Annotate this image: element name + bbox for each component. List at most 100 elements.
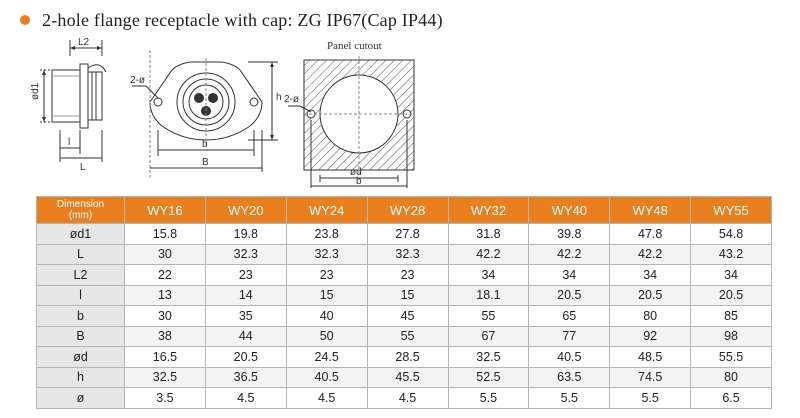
table-cell: 98 bbox=[690, 325, 772, 347]
table-cell: 5.5 bbox=[609, 387, 692, 409]
table-cell: 15 bbox=[366, 284, 449, 306]
table-cell: 48.5 bbox=[609, 346, 692, 368]
table-cell: 80 bbox=[609, 305, 692, 327]
table-cell: 4.5 bbox=[285, 387, 368, 409]
panel-cutout bbox=[288, 56, 415, 188]
label-cutout-holes: 2-ø bbox=[284, 94, 299, 105]
table-cell: 47.8 bbox=[609, 223, 692, 245]
header-model: WY40 bbox=[528, 196, 611, 224]
label-d1: ød1 bbox=[30, 82, 41, 100]
table-cell: 42.2 bbox=[528, 243, 611, 265]
table-cell: 55 bbox=[366, 325, 449, 347]
table-cell: 22 bbox=[124, 264, 206, 286]
table-cell: 4.5 bbox=[366, 387, 449, 409]
table-cell: 40.5 bbox=[528, 346, 611, 368]
header-model: WY16 bbox=[124, 196, 206, 224]
table-cell: 55.5 bbox=[690, 346, 772, 368]
label-l: L bbox=[80, 162, 86, 173]
header-row: Dimension (mm) WY16 WY20 WY24 WY28 WY32 … bbox=[36, 196, 772, 224]
header-model: WY55 bbox=[690, 196, 772, 224]
table-cell: 15.8 bbox=[124, 223, 206, 245]
table-cell: 23 bbox=[285, 264, 368, 286]
table-cell: 23 bbox=[366, 264, 449, 286]
table-cell: 55 bbox=[447, 305, 530, 327]
table-cell: 30 bbox=[124, 243, 206, 265]
table-cell: 4.5 bbox=[204, 387, 287, 409]
table-cell: 20.5 bbox=[528, 284, 611, 306]
table-cell: 65 bbox=[528, 305, 611, 327]
table-cell: 31.8 bbox=[447, 223, 530, 245]
table-cell: 52.5 bbox=[447, 366, 530, 388]
table-cell: 32.3 bbox=[204, 243, 287, 265]
table-cell: 44 bbox=[204, 325, 287, 347]
label-cutout-d: ød bbox=[350, 167, 362, 178]
table-cell: 27.8 bbox=[366, 223, 449, 245]
row-label: L2 bbox=[36, 264, 125, 286]
table-row: ød1 15.8 19.8 23.8 27.8 31.8 39.8 47.8 54.8 bbox=[36, 223, 772, 245]
header-model: WY32 bbox=[447, 196, 530, 224]
front-view bbox=[132, 50, 278, 180]
table-cell: 15 bbox=[285, 284, 368, 306]
label-front-holes: 2-ø bbox=[130, 75, 145, 86]
table-cell: 39.8 bbox=[528, 223, 611, 245]
table-cell: 32.5 bbox=[447, 346, 530, 368]
table-cell: 85 bbox=[690, 305, 772, 327]
table-cell: 20.5 bbox=[609, 284, 692, 306]
table-cell: 6.5 bbox=[690, 387, 772, 409]
table-cell: 32.3 bbox=[285, 243, 368, 265]
cutout-title: Panel cutout bbox=[327, 40, 382, 52]
row-label: ød bbox=[36, 346, 125, 368]
row-label: ød1 bbox=[36, 223, 125, 245]
table-cell: 32.3 bbox=[366, 243, 449, 265]
table-cell: 92 bbox=[609, 325, 692, 347]
table-cell: 74.5 bbox=[609, 366, 692, 388]
label-cutout-b: b bbox=[356, 176, 362, 187]
page-title: 2-hole flange receptacle with cap: ZG IP… bbox=[20, 8, 443, 32]
header-model: WY48 bbox=[609, 196, 692, 224]
technical-drawing: L2 ød1 l L 2-ø b B h Panel cutout bbox=[30, 37, 415, 188]
header-model: WY24 bbox=[285, 196, 368, 224]
row-label: B bbox=[36, 325, 125, 347]
label-front-h: h bbox=[276, 92, 282, 103]
table-cell: 18.1 bbox=[447, 284, 530, 306]
table-body: ød1 15.8 19.8 23.8 27.8 31.8 39.8 47.8 54.8 L 30 32… bbox=[36, 223, 772, 409]
table-cell: 43.2 bbox=[690, 243, 772, 265]
table-cell: 30 bbox=[124, 305, 206, 327]
table-cell: 63.5 bbox=[528, 366, 611, 388]
header-model: WY20 bbox=[204, 196, 287, 224]
table-cell: 3.5 bbox=[124, 387, 206, 409]
table-cell: 34 bbox=[609, 264, 692, 286]
table-cell: 5.5 bbox=[447, 387, 530, 409]
table-cell: 20.5 bbox=[204, 346, 287, 368]
table-cell: 40 bbox=[285, 305, 368, 327]
table-cell: 54.8 bbox=[690, 223, 772, 245]
table-cell: 28.5 bbox=[366, 346, 449, 368]
title-text: 2-hole flange receptacle with cap: ZG IP… bbox=[42, 9, 443, 30]
table-row: L 30 32.3 32.3 32.3 42.2 42.2 42.2 43.2 bbox=[36, 243, 772, 265]
table-cell: 23 bbox=[204, 264, 287, 286]
table-row: b 30 35 40 45 55 65 80 85 bbox=[36, 305, 772, 327]
table-cell: 16.5 bbox=[124, 346, 206, 368]
row-label: L bbox=[36, 243, 125, 265]
table-cell: 45.5 bbox=[366, 366, 449, 388]
label-front-b: b bbox=[202, 139, 208, 150]
row-label: b bbox=[36, 305, 125, 327]
table-cell: 34 bbox=[447, 264, 530, 286]
side-view bbox=[40, 40, 107, 162]
table-row: l 13 14 15 15 18.1 20.5 20.5 20.5 bbox=[36, 284, 772, 306]
table-row: ø 3.5 4.5 4.5 4.5 5.5 5.5 5.5 6.5 bbox=[36, 387, 772, 409]
bullet-icon bbox=[20, 15, 30, 25]
row-label: ø bbox=[36, 387, 125, 409]
table-row: L2 22 23 23 23 34 34 34 34 bbox=[36, 264, 772, 286]
table-cell: 23.8 bbox=[285, 223, 368, 245]
table-cell: 32.5 bbox=[124, 366, 206, 388]
label-front-bb: B bbox=[202, 157, 209, 168]
table-cell: 19.8 bbox=[204, 223, 287, 245]
table-cell: 34 bbox=[528, 264, 611, 286]
table-row: B 38 44 50 55 67 77 92 98 bbox=[36, 325, 772, 347]
table-cell: 14 bbox=[204, 284, 287, 306]
header-model: WY28 bbox=[366, 196, 449, 224]
table-cell: 36.5 bbox=[204, 366, 287, 388]
table-cell: 45 bbox=[366, 305, 449, 327]
table-cell: 50 bbox=[285, 325, 368, 347]
